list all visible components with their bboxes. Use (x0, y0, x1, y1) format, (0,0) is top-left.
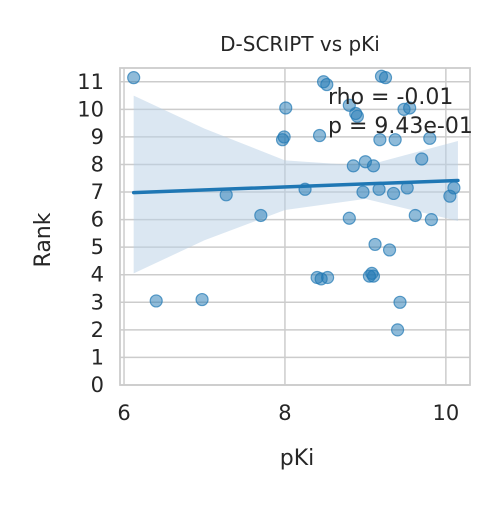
data-points (127, 69, 461, 337)
x-tick-label: 10 (432, 401, 459, 425)
data-point (447, 181, 461, 195)
plot-frame (119, 67, 471, 386)
y-tick-label: 5 (91, 235, 104, 259)
confidence-band (133, 95, 458, 274)
y-tick-label: 11 (77, 70, 104, 94)
data-point (342, 211, 356, 225)
y-tick-label: 8 (91, 152, 104, 176)
data-point (127, 71, 141, 85)
data-point (393, 295, 407, 309)
x-tick-label: 8 (278, 401, 291, 425)
y-tick-label: 7 (91, 180, 104, 204)
data-point (195, 292, 209, 307)
data-point (356, 185, 370, 199)
data-point (350, 109, 364, 123)
y-tick-label: 6 (91, 208, 104, 232)
tick-labels: 6 8 10 0 1 2 3 4 5 6 7 8 9 10 11 (77, 70, 459, 425)
data-point (366, 269, 381, 283)
data-point (368, 237, 382, 252)
data-point (279, 101, 293, 115)
rho-annotation: rho = -0.01 (328, 85, 453, 110)
data-point (320, 77, 334, 92)
data-point (382, 243, 397, 257)
data-point (254, 208, 268, 223)
y-tick-label: 2 (91, 318, 104, 342)
x-tick-label: 6 (117, 401, 130, 425)
x-axis-label: pKi (280, 446, 315, 471)
regression-line-group (131, 178, 460, 195)
data-point (373, 133, 387, 147)
plot-border (119, 67, 471, 386)
data-point (424, 213, 438, 227)
y-tick-label: 3 (91, 290, 104, 314)
chart-title: D-SCRIPT vs pKi (220, 32, 380, 56)
y-tick-label: 1 (91, 345, 104, 369)
data-point (388, 133, 402, 147)
data-point (390, 323, 405, 337)
data-point (346, 159, 360, 173)
data-point (149, 294, 163, 308)
y-axis-label: Rank (31, 212, 56, 267)
data-point (312, 128, 327, 143)
data-point (320, 270, 335, 285)
data-point (366, 159, 381, 173)
confidence-band-area (133, 95, 458, 274)
data-point (378, 71, 393, 85)
regression-line (131, 178, 460, 195)
data-point (408, 208, 422, 223)
data-point (423, 131, 437, 145)
data-point (415, 152, 429, 166)
y-tick-label: 9 (91, 125, 104, 149)
y-tick-label: 0 (91, 373, 104, 397)
data-point (386, 186, 401, 201)
data-point (403, 101, 417, 115)
y-tick-label: 4 (91, 263, 104, 287)
data-point (277, 130, 291, 144)
y-tick-label: 10 (77, 97, 104, 121)
p-value-annotation: p = 9.43e-01 (328, 114, 473, 139)
